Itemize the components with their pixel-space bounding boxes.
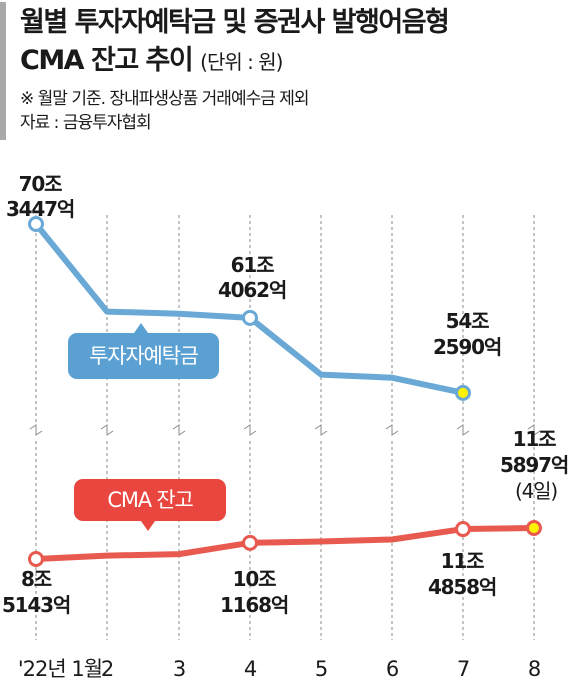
x-tick-label: 6 — [386, 657, 399, 681]
callout-tail — [141, 521, 155, 531]
data-point-marker — [28, 551, 44, 567]
x-tick-label: 2 — [101, 657, 113, 681]
axis-break-mark — [527, 424, 541, 436]
data-label: 1168억 — [220, 593, 288, 617]
source-label: 자료 : 금융투자협회 — [20, 113, 152, 133]
axis-break-mark — [456, 424, 470, 436]
data-point-marker — [455, 521, 471, 538]
callout-label: CMA 잔고 — [107, 488, 193, 512]
data-point-marker — [242, 309, 258, 326]
data-label: 4858억 — [428, 575, 496, 599]
axis-break-mark — [172, 424, 186, 436]
series-line-cma — [33, 525, 537, 562]
axis-break-mark — [385, 424, 399, 436]
data-label: 11조 — [513, 427, 556, 451]
x-tick-label: '22년 1월 — [18, 657, 102, 681]
callout-label: 투자자예탁금 — [89, 344, 199, 368]
data-label: 4062억 — [218, 278, 286, 302]
data-label: 11조 — [441, 549, 484, 573]
callout-box — [74, 479, 226, 521]
x-tick-label: 5 — [315, 657, 327, 681]
chart-title-line1: 월별 투자자예탁금 및 증권사 발행어음형 — [20, 7, 450, 38]
data-label: 5897억 — [500, 453, 568, 477]
data-point-marker — [526, 520, 542, 536]
data-label: (4일) — [515, 479, 557, 503]
data-label: 5143억 — [2, 593, 70, 617]
data-label: 54조 — [446, 309, 489, 333]
data-label: 10조 — [233, 567, 276, 591]
legend-callout-deposits: 투자자예탁금 — [68, 323, 219, 379]
chart-title-text: CMA 잔고 추이 — [20, 45, 194, 76]
x-tick-label: 8 — [528, 657, 540, 681]
axis-break-mark — [100, 424, 114, 436]
x-tick-label: 7 — [457, 657, 469, 681]
data-label: 2590억 — [433, 335, 501, 359]
callout-tail — [134, 323, 148, 333]
data-point-marker — [242, 534, 258, 551]
title-accent-bar — [0, 2, 6, 140]
data-label: 70조 — [19, 172, 62, 196]
axis-break-mark — [314, 424, 328, 436]
callout-box — [68, 333, 219, 379]
title-block: 월별 투자자예탁금 및 증권사 발행어음형 CMA 잔고 추이 (단위 : 원)… — [20, 4, 450, 135]
legend-callout-cma: CMA 잔고 — [74, 479, 226, 531]
chart-title-line2: CMA 잔고 추이 (단위 : 원) — [20, 42, 448, 81]
data-label: 3447억 — [6, 197, 74, 221]
axis-break-mark — [243, 424, 257, 436]
unit-label: (단위 : 원) — [200, 50, 283, 74]
x-tick-label: 4 — [244, 657, 257, 681]
x-tick-label: 3 — [173, 657, 185, 681]
footnote: ※ 월말 기준. 장내파생상품 거래예수금 제외 — [20, 89, 310, 109]
axis-break-mark — [29, 424, 43, 436]
data-point-marker — [455, 384, 471, 401]
data-label: 8조 — [21, 567, 52, 591]
data-label: 61조 — [231, 253, 274, 277]
data-point-marker — [28, 216, 44, 232]
